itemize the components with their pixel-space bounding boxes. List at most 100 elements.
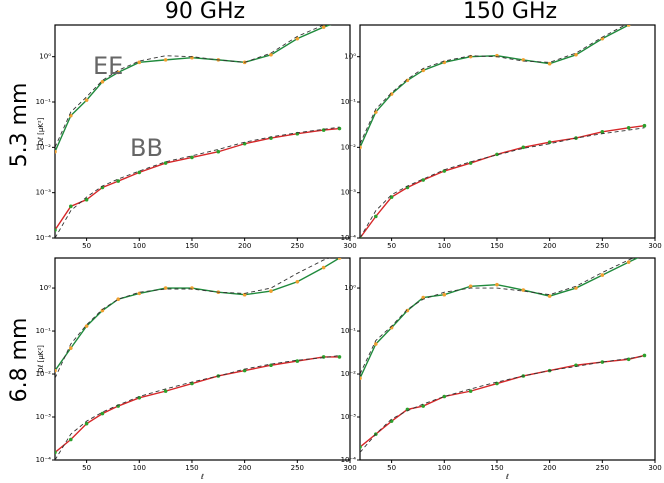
data-point [163, 286, 168, 290]
data-point [574, 53, 578, 57]
data-point [321, 25, 326, 29]
data-point [163, 389, 168, 393]
x-tick-label: 150 [185, 242, 198, 250]
x-axis-label: ℓ [505, 473, 509, 481]
data-point [337, 355, 342, 359]
x-tick-label: 100 [438, 242, 451, 250]
data-point [360, 445, 362, 449]
x-tick-label: 50 [387, 242, 396, 250]
x-tick-label: 150 [490, 464, 503, 472]
x-tick-label: 200 [543, 464, 556, 472]
row-title: 6.8 mm [7, 318, 32, 403]
data-point [374, 214, 378, 219]
x-tick-label: 100 [438, 464, 451, 472]
series-line [360, 258, 635, 375]
series-line [360, 25, 627, 144]
data-point [626, 125, 631, 130]
y-tick-label: 10⁰ [344, 284, 356, 292]
y-tick-label: 10⁻² [341, 143, 357, 151]
data-point [626, 25, 631, 27]
plot-frame [359, 257, 656, 461]
data-point [295, 359, 300, 363]
data-point [295, 36, 300, 41]
data-point [495, 152, 499, 157]
y-tick-label: 10⁻³ [341, 413, 357, 421]
y-tick-label: 10⁻⁴ [341, 456, 357, 464]
data-point [547, 61, 552, 66]
plot-frame [54, 257, 351, 461]
annotation: EE [93, 52, 123, 80]
data-point [421, 178, 426, 182]
y-axis-label: Dℓ [μK²] [37, 345, 45, 373]
plot-area [55, 25, 342, 238]
y-tick-label: 10⁻¹ [36, 98, 52, 106]
data-point [600, 130, 605, 134]
series-line [55, 25, 325, 148]
data-point [547, 140, 552, 144]
x-tick-label: 300 [343, 464, 356, 472]
data-point [626, 357, 631, 362]
data-point [600, 360, 605, 364]
data-point [69, 204, 73, 209]
data-point [55, 228, 57, 232]
x-tick-label: 300 [648, 242, 661, 250]
data-point [116, 297, 121, 302]
data-point [442, 292, 447, 297]
series-line [55, 127, 340, 231]
x-tick-label: 50 [82, 242, 91, 250]
plot-frame [54, 24, 351, 239]
plot-frame [359, 24, 656, 239]
series-line [55, 355, 340, 460]
row-title: 5.3 mm [7, 83, 32, 168]
x-tick-label: 50 [82, 464, 91, 472]
y-tick-label: 10⁻¹ [341, 98, 357, 106]
data-point [84, 98, 89, 102]
data-point [269, 53, 273, 57]
series-line [55, 258, 340, 372]
data-point [69, 346, 73, 350]
y-tick-label: 10⁰ [39, 53, 51, 61]
data-point [69, 437, 73, 442]
data-point [55, 450, 57, 455]
data-point [84, 421, 89, 426]
data-point [84, 197, 89, 202]
y-tick-label: 10⁰ [344, 53, 356, 61]
data-point [321, 265, 326, 270]
y-tick-label: 10⁻¹ [341, 327, 357, 335]
data-point [642, 123, 647, 128]
data-point [642, 353, 647, 358]
x-tick-label: 250 [291, 242, 304, 250]
data-point [600, 273, 605, 277]
series-line [55, 25, 332, 153]
y-tick-label: 10⁻² [341, 370, 357, 378]
column-title: 90 GHz [165, 0, 245, 24]
data-point [116, 70, 121, 75]
data-point [190, 155, 194, 160]
y-tick-label: 10⁻⁴ [36, 456, 52, 464]
data-point [242, 368, 247, 373]
x-tick-label: 150 [185, 464, 198, 472]
data-point [116, 179, 121, 183]
data-point [442, 169, 447, 173]
series-line [360, 355, 645, 453]
data-point [100, 411, 105, 416]
x-tick-label: 250 [291, 464, 304, 472]
data-point [242, 292, 247, 297]
data-point [84, 324, 89, 328]
data-point [521, 145, 526, 150]
x-tick-label: 100 [133, 464, 146, 472]
data-point [421, 404, 426, 408]
x-tick-label: 300 [343, 242, 356, 250]
x-tick-label: 250 [596, 464, 609, 472]
data-point [468, 389, 473, 393]
data-point [137, 60, 142, 65]
x-tick-label: 100 [133, 242, 146, 250]
data-point [337, 258, 342, 260]
x-tick-label: 150 [490, 242, 503, 250]
series-line [55, 126, 340, 238]
x-tick-label: 200 [238, 242, 251, 250]
data-point [626, 260, 631, 264]
data-point [269, 289, 273, 293]
data-point [468, 161, 473, 165]
data-point [163, 161, 168, 165]
